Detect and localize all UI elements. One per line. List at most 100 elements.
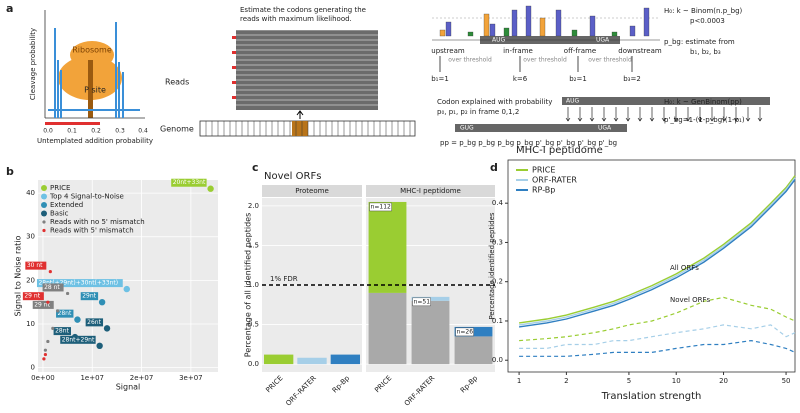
y-tick-label: 40	[26, 189, 35, 197]
bar-segment	[264, 354, 294, 365]
legend-label: PRICE	[532, 166, 555, 175]
point-label-box	[53, 327, 71, 336]
read-count-glyph	[489, 23, 496, 37]
read-count-glyph	[539, 17, 546, 37]
arrow	[565, 107, 571, 122]
x-tick-label: 2e+07	[130, 374, 154, 382]
x-tick-label: 0.4	[138, 128, 148, 135]
legend-label: Reads with no 5' mismatch	[50, 218, 145, 226]
point-label-box	[36, 279, 123, 288]
arrow	[685, 107, 691, 122]
facet-label: MHC-I peptidome	[400, 187, 461, 195]
point-label-box	[171, 178, 207, 187]
point-label: 29nt	[82, 293, 96, 300]
y-tick-label: 20	[26, 276, 35, 284]
read-count-glyph	[643, 7, 650, 37]
genome-codon	[292, 121, 308, 136]
threshold-label: over threshold	[523, 57, 567, 64]
read-count-glyph	[467, 31, 474, 37]
read-count-glyph	[555, 9, 562, 37]
point	[43, 348, 47, 352]
read-count-glyph	[629, 25, 636, 37]
codon-label: UGA	[596, 37, 610, 44]
ribosome-shape	[70, 41, 114, 69]
p-site-bar	[88, 60, 93, 118]
x-tick-label: 50	[782, 377, 791, 385]
chart-title: Novel ORFs	[264, 171, 321, 182]
mismatch	[232, 81, 236, 84]
line	[519, 175, 796, 324]
point-label-box	[42, 283, 64, 292]
y-axis-label: Percentage of all identified peptides	[244, 213, 253, 358]
point	[96, 342, 103, 350]
codon-label: AUG	[566, 98, 579, 105]
x-tick-label: 0.3	[115, 128, 125, 135]
mismatch	[232, 96, 236, 99]
legend-label: Top 4 Signal-to-Noise	[49, 193, 124, 201]
arrows	[439, 56, 633, 72]
x-tick-label: 20	[719, 377, 728, 385]
point	[48, 270, 52, 274]
fdr-label: 1% FDR	[270, 275, 298, 283]
arrow	[649, 107, 655, 122]
codon-note: Codon explained with probability	[437, 98, 552, 106]
panel-label: a	[6, 2, 13, 15]
count-label: b₂=1	[569, 75, 587, 83]
y-tick-label: 0.1	[492, 317, 503, 325]
y-tick-label: 1.5	[248, 241, 259, 249]
facet-strip	[366, 185, 495, 197]
x-tick-label: 2	[564, 377, 568, 385]
panel-label: d	[490, 161, 498, 174]
orf-test-diagram: AUG UGA upstream in-frame off-frame down…	[431, 5, 770, 147]
bar-segment	[368, 201, 407, 293]
y-axis-label: Percentage identified peptides	[488, 212, 496, 319]
mismatch	[232, 51, 236, 54]
region-label: in-frame	[503, 47, 533, 55]
read-count-glyph	[511, 9, 518, 37]
line	[519, 177, 796, 326]
y-tick-label: 1.0	[248, 281, 259, 289]
count-label: n=112	[371, 203, 391, 210]
p-site-label: P site	[84, 86, 106, 95]
ribosome-label: Ribosome	[72, 46, 112, 55]
arrow	[601, 107, 607, 122]
point-label-box	[80, 292, 99, 301]
codon-label: GUG	[460, 125, 474, 132]
region-label: upstream	[431, 47, 465, 55]
region-label: downstream	[618, 47, 662, 55]
point-label: 29 nt	[34, 301, 50, 308]
pbg-note: b₁, b₂, b₃	[690, 48, 721, 56]
bar-segment	[454, 336, 493, 365]
x-axis-label: Translation strength	[601, 391, 702, 402]
read-count-glyph	[611, 31, 618, 37]
point-label: 28nt	[55, 328, 69, 335]
arrow	[733, 107, 739, 122]
untemplated-bar	[45, 122, 100, 125]
arrow	[296, 110, 304, 119]
point	[42, 357, 46, 361]
point-label: 28nt+29nt	[62, 336, 95, 343]
count-label: b₃=2	[623, 75, 641, 83]
facet-label: Proteome	[295, 187, 329, 195]
novel-line	[519, 324, 796, 349]
annotation: All ORFs	[670, 264, 699, 272]
count-label: b₁=1	[431, 75, 449, 83]
count-box	[455, 327, 474, 337]
reads-diagram: Estimate the codons generating the reads…	[160, 6, 416, 137]
point-label: 28nt	[58, 310, 72, 317]
point-label: 20nt+33nt	[173, 179, 206, 186]
x-tick-label: 1e+07	[80, 374, 104, 382]
caption: Estimate the codons generating the	[240, 6, 366, 14]
x-tick-label: 1	[517, 377, 521, 385]
legend-marker	[41, 210, 47, 217]
count-box	[369, 202, 392, 212]
arrow	[661, 107, 667, 122]
y-tick-label: 0.2	[492, 278, 503, 286]
y-tick-label: 2.0	[248, 202, 259, 210]
panel-label: b	[6, 165, 14, 178]
point	[103, 325, 111, 332]
threshold-label: over threshold	[448, 57, 492, 64]
point-label-box	[85, 318, 104, 327]
point	[46, 300, 50, 304]
